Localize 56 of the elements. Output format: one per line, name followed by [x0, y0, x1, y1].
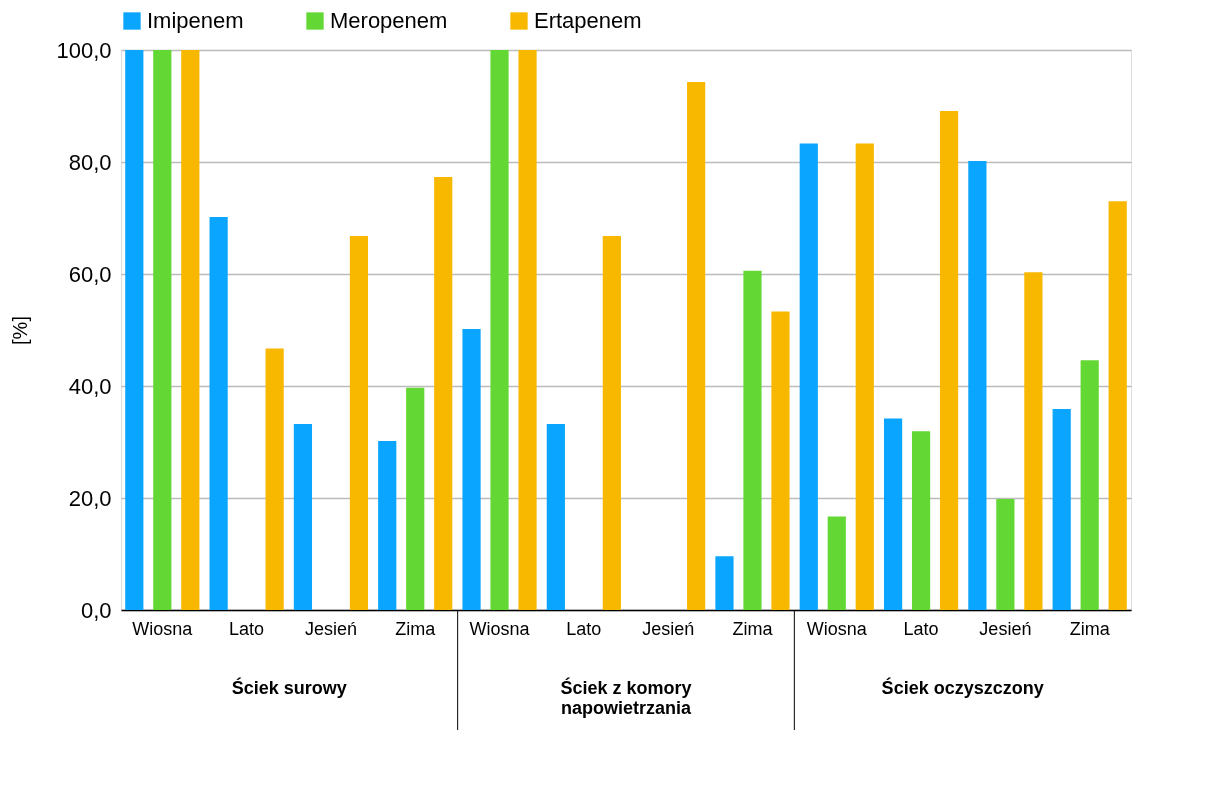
- legend-label: Imipenem: [147, 8, 244, 33]
- x-tick-label: Lato: [229, 618, 265, 639]
- y-tick-label: 0,0: [80, 597, 112, 623]
- bar: [406, 387, 425, 610]
- bar: [153, 50, 172, 610]
- x-tick-label: Jesień: [304, 618, 357, 639]
- bar: [715, 556, 734, 610]
- x-tick-label: Lato: [903, 618, 939, 639]
- y-tick-label: 60,0: [68, 261, 112, 287]
- x-tick-label: Wiosna: [469, 618, 531, 639]
- bar: [883, 418, 903, 610]
- bar: [911, 431, 931, 610]
- text: Ściek surowy: [231, 677, 347, 698]
- bar: [462, 328, 481, 610]
- bar: [771, 311, 790, 610]
- y-tick-label: 20,0: [68, 485, 112, 511]
- bar: [209, 216, 228, 610]
- bar: [996, 499, 1015, 610]
- bar: [1108, 201, 1127, 610]
- bar: [602, 235, 621, 610]
- y-axis-title: [%]: [9, 316, 32, 345]
- x-tick-label: Wiosna: [806, 618, 868, 639]
- legend-label: Meropenem: [330, 8, 448, 33]
- bar: [939, 111, 959, 610]
- x-tick-label: Wiosna: [132, 618, 194, 639]
- legend-label: Ertapenem: [534, 8, 642, 33]
- y-tick-label: 100,0: [56, 37, 112, 63]
- bar: [293, 424, 313, 610]
- x-tick-label: Lato: [566, 618, 602, 639]
- y-tick-label: 80,0: [68, 149, 112, 175]
- bar: [1024, 272, 1043, 610]
- bar: [968, 160, 987, 610]
- bar: [125, 50, 144, 610]
- bar: [349, 235, 369, 610]
- x-tick-label: Zima: [395, 618, 437, 639]
- bar: [687, 81, 706, 610]
- x-tick-label: Zima: [732, 618, 774, 639]
- bar: [378, 440, 397, 610]
- bar: [490, 50, 509, 610]
- x-tick-label: Jesień: [979, 618, 1032, 639]
- text: Ściek z komory napowietrzania: [560, 677, 692, 718]
- bar: [799, 143, 818, 610]
- bar: [518, 50, 537, 610]
- x-tick-label: Zima: [1069, 618, 1111, 639]
- bar: [1052, 408, 1071, 610]
- bar: [265, 348, 284, 610]
- bar: [855, 143, 874, 610]
- bar: [181, 50, 200, 610]
- bar: [546, 424, 565, 610]
- y-tick-label: 40,0: [68, 373, 112, 399]
- bar: [743, 270, 762, 610]
- text: Ściek oczyszczony: [881, 677, 1044, 698]
- bar: [1080, 360, 1099, 610]
- bar: [827, 516, 846, 610]
- x-tick-label: Jesień: [642, 618, 695, 639]
- bar: [434, 177, 453, 610]
